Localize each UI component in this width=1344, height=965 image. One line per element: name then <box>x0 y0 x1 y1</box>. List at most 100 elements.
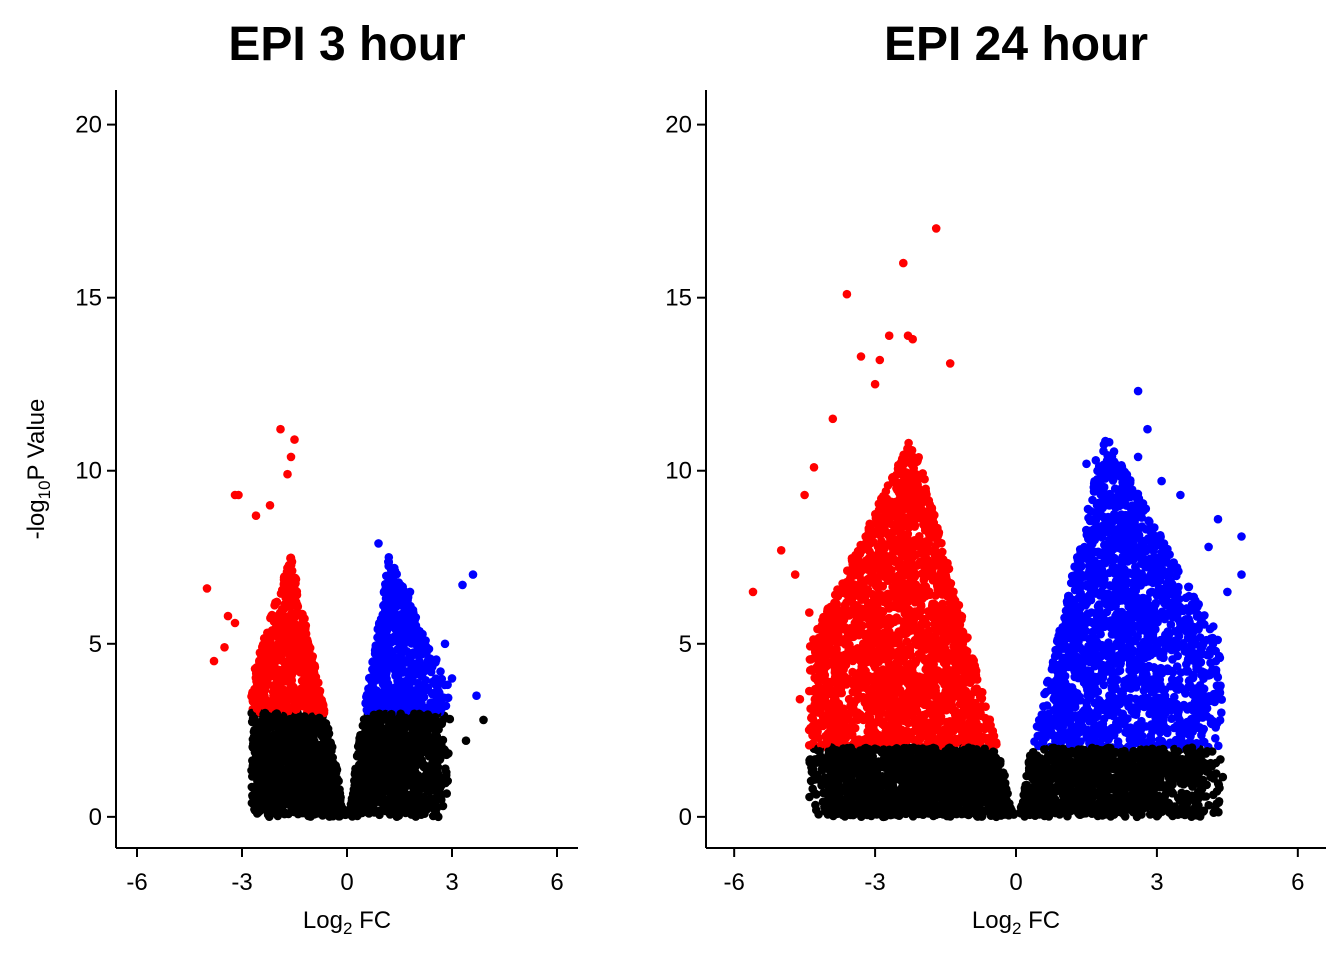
point-nonsignificant <box>275 720 284 729</box>
point-upregulated <box>383 590 392 599</box>
point-nonsignificant <box>302 755 311 764</box>
point-nonsignificant <box>288 803 297 812</box>
point-upregulated <box>396 656 405 665</box>
point-nonsignificant <box>378 805 387 814</box>
point-downregulated <box>287 453 296 462</box>
point-nonsignificant <box>308 782 317 791</box>
point-nonsignificant <box>408 733 417 742</box>
point-nonsignificant <box>322 791 331 800</box>
point-upregulated <box>394 689 403 698</box>
point-nonsignificant <box>436 754 445 763</box>
point-upregulated <box>421 636 430 645</box>
point-nonsignificant <box>425 718 434 727</box>
point-nonsignificant <box>429 745 438 754</box>
point-nonsignificant <box>322 780 331 789</box>
point-nonsignificant <box>413 780 422 789</box>
point-nonsignificant <box>318 811 327 820</box>
point-nonsignificant <box>306 764 315 773</box>
point-downregulated <box>273 650 282 659</box>
point-upregulated <box>394 669 403 678</box>
point-nonsignificant <box>433 803 442 812</box>
point-upregulated <box>405 680 414 689</box>
point-downregulated <box>283 470 292 479</box>
point-upregulated <box>385 558 394 567</box>
x-tick-label: -3 <box>231 869 252 896</box>
point-upregulated <box>441 640 450 649</box>
point-downregulated <box>259 678 268 687</box>
point-upregulated <box>448 674 457 683</box>
point-upregulated <box>379 680 388 689</box>
point-downregulated <box>274 692 283 701</box>
point-upregulated <box>414 691 423 700</box>
point-downregulated <box>299 614 308 623</box>
point-nonsignificant <box>384 717 393 726</box>
point-nonsignificant <box>389 783 398 792</box>
scatter-points <box>203 425 488 821</box>
x-axis-label-main: Log <box>303 907 343 934</box>
point-downregulated <box>220 643 229 652</box>
panel-title: EPI 24 hour <box>884 18 1148 71</box>
point-upregulated <box>408 650 417 659</box>
point-upregulated <box>378 700 387 709</box>
point-upregulated <box>388 652 397 661</box>
point-nonsignificant <box>310 748 319 757</box>
x-axis-label-sub: 2 <box>343 919 352 938</box>
point-nonsignificant <box>379 784 388 793</box>
point-upregulated <box>381 605 390 614</box>
point-nonsignificant <box>305 772 314 781</box>
point-upregulated <box>404 696 413 705</box>
point-upregulated <box>388 567 397 576</box>
point-downregulated <box>296 668 305 677</box>
point-upregulated <box>391 625 400 634</box>
point-nonsignificant <box>421 779 430 788</box>
point-nonsignificant <box>329 759 338 768</box>
y-axis-label: -log10P Value <box>23 399 54 540</box>
point-nonsignificant <box>358 785 367 794</box>
point-nonsignificant <box>462 736 471 745</box>
point-nonsignificant <box>351 794 360 803</box>
point-nonsignificant <box>295 770 304 779</box>
point-upregulated <box>442 702 451 711</box>
point-nonsignificant <box>294 736 303 745</box>
point-nonsignificant <box>418 749 427 758</box>
point-downregulated <box>279 677 288 686</box>
point-downregulated <box>287 663 296 672</box>
point-nonsignificant <box>404 749 413 758</box>
point-nonsignificant <box>327 747 336 756</box>
point-upregulated <box>369 688 378 697</box>
point-downregulated <box>210 657 219 666</box>
point-upregulated <box>367 702 376 711</box>
point-downregulated <box>287 609 296 618</box>
point-nonsignificant <box>377 764 386 773</box>
point-upregulated <box>386 635 395 644</box>
point-upregulated <box>369 658 378 667</box>
point-nonsignificant <box>300 712 309 721</box>
point-nonsignificant <box>386 758 395 767</box>
point-upregulated <box>381 580 390 589</box>
panel-title: EPI 3 hour <box>228 18 465 71</box>
point-nonsignificant <box>273 744 282 753</box>
point-downregulated <box>288 557 297 566</box>
point-nonsignificant <box>256 765 265 774</box>
point-downregulated <box>290 619 299 628</box>
point-nonsignificant <box>263 715 272 724</box>
point-upregulated <box>386 684 395 693</box>
point-nonsignificant <box>394 773 403 782</box>
point-downregulated <box>287 671 296 680</box>
point-upregulated <box>431 680 440 689</box>
point-nonsignificant <box>330 785 339 794</box>
point-nonsignificant <box>319 768 328 777</box>
point-downregulated <box>258 659 267 668</box>
point-upregulated <box>390 597 399 606</box>
point-downregulated <box>275 613 284 622</box>
point-downregulated <box>310 661 319 670</box>
point-nonsignificant <box>291 719 300 728</box>
point-upregulated <box>376 634 385 643</box>
point-downregulated <box>260 648 269 657</box>
point-upregulated <box>377 618 386 627</box>
point-downregulated <box>289 683 298 692</box>
point-nonsignificant <box>363 740 372 749</box>
point-upregulated <box>458 581 467 590</box>
point-downregulated <box>283 620 292 629</box>
